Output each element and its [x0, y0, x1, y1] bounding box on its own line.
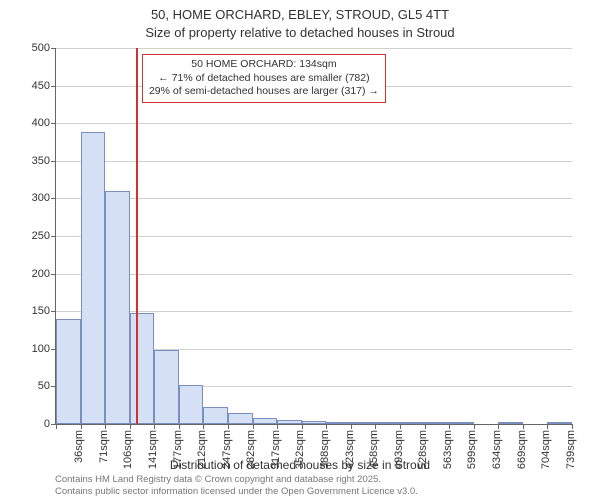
y-tick-label: 450 — [32, 80, 56, 92]
histogram-bar — [277, 420, 302, 425]
grid-line — [56, 274, 572, 275]
x-tick-mark — [326, 424, 327, 429]
x-tick-mark — [203, 424, 204, 429]
histogram-bar — [179, 385, 204, 424]
histogram-bar — [425, 422, 450, 424]
x-tick-mark — [474, 424, 475, 429]
grid-line — [56, 161, 572, 162]
x-tick-mark — [547, 424, 548, 429]
x-tick-mark — [351, 424, 352, 429]
x-tick-mark — [277, 424, 278, 429]
y-tick-label: 500 — [32, 42, 56, 54]
histogram-bar — [449, 422, 474, 424]
callout-line: 50 HOME ORCHARD: 134sqm — [149, 58, 379, 72]
footer-line-1: Contains HM Land Registry data © Crown c… — [55, 474, 418, 486]
x-tick-mark — [56, 424, 57, 429]
histogram-bar — [253, 418, 278, 424]
x-tick-mark — [572, 424, 573, 429]
histogram-bar — [228, 413, 253, 424]
histogram-bar — [326, 422, 351, 424]
chart-container: 50, HOME ORCHARD, EBLEY, STROUD, GL5 4TT… — [0, 0, 600, 500]
x-axis-label: Distribution of detached houses by size … — [0, 458, 600, 472]
property-callout: 50 HOME ORCHARD: 134sqm← 71% of detached… — [142, 54, 386, 103]
x-tick-mark — [400, 424, 401, 429]
histogram-bar — [400, 422, 425, 424]
plot-area: 05010015020025030035040045050036sqm71sqm… — [55, 48, 572, 425]
grid-line — [56, 123, 572, 124]
chart-title: 50, HOME ORCHARD, EBLEY, STROUD, GL5 4TT… — [0, 0, 600, 41]
grid-line — [56, 236, 572, 237]
x-tick-mark — [498, 424, 499, 429]
grid-line — [56, 48, 572, 49]
histogram-bar — [498, 422, 523, 424]
x-tick-mark — [81, 424, 82, 429]
y-tick-label: 250 — [32, 230, 56, 242]
callout-line: ← 71% of detached houses are smaller (78… — [149, 72, 379, 86]
x-tick-mark — [253, 424, 254, 429]
x-tick-mark — [105, 424, 106, 429]
x-tick-mark — [130, 424, 131, 429]
histogram-bar — [130, 313, 155, 424]
histogram-bar — [154, 350, 179, 424]
histogram-bar — [56, 319, 81, 424]
histogram-bar — [375, 422, 400, 424]
x-tick-mark — [449, 424, 450, 429]
histogram-bar — [105, 191, 130, 424]
histogram-bar — [351, 422, 376, 424]
y-tick-label: 400 — [32, 117, 56, 129]
y-tick-label: 100 — [32, 343, 56, 355]
title-line-1: 50, HOME ORCHARD, EBLEY, STROUD, GL5 4TT — [0, 6, 600, 24]
callout-line: 29% of semi-detached houses are larger (… — [149, 85, 379, 99]
x-tick-mark — [154, 424, 155, 429]
y-tick-label: 150 — [32, 305, 56, 317]
footer-line-2: Contains public sector information licen… — [55, 486, 418, 498]
grid-line — [56, 198, 572, 199]
y-tick-label: 0 — [44, 418, 56, 430]
x-tick-mark — [179, 424, 180, 429]
x-tick-mark — [425, 424, 426, 429]
y-tick-label: 350 — [32, 155, 56, 167]
y-tick-label: 300 — [32, 192, 56, 204]
footer-attribution: Contains HM Land Registry data © Crown c… — [55, 474, 418, 498]
x-tick-mark — [375, 424, 376, 429]
y-tick-label: 200 — [32, 268, 56, 280]
y-tick-label: 50 — [38, 380, 56, 392]
title-line-2: Size of property relative to detached ho… — [0, 24, 600, 42]
histogram-bar — [547, 422, 572, 424]
x-tick-mark — [228, 424, 229, 429]
histogram-bar — [302, 421, 327, 424]
histogram-bar — [203, 407, 228, 424]
property-marker-line — [136, 48, 138, 424]
x-tick-mark — [523, 424, 524, 429]
histogram-bar — [81, 132, 106, 424]
x-tick-mark — [302, 424, 303, 429]
